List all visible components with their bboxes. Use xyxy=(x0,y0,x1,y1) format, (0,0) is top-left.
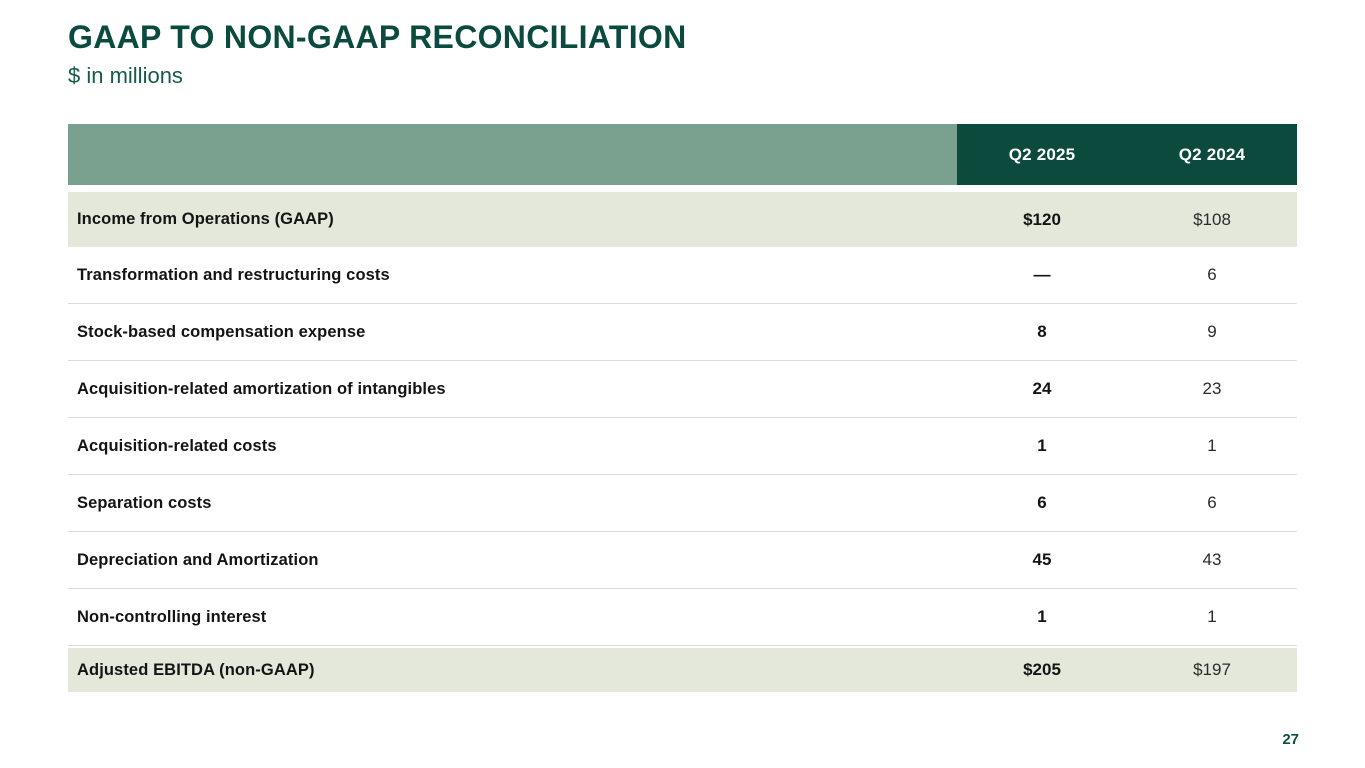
table-row-acquisition-amortization: Acquisition-related amortization of inta… xyxy=(68,361,1297,418)
row-label: Transformation and restructuring costs xyxy=(77,265,390,284)
table-row-depreciation-amortization: Depreciation and Amortization 45 43 xyxy=(68,532,1297,589)
value-q2-2024: $108 xyxy=(1193,209,1231,229)
table-header: Q2 2025 Q2 2024 xyxy=(68,124,1297,185)
page-number: 27 xyxy=(1282,731,1299,748)
page-title: GAAP TO NON-GAAP RECONCILIATION xyxy=(68,19,687,55)
header-spacer xyxy=(68,124,957,185)
value-q2-2025: 24 xyxy=(1032,379,1052,398)
table-row-adjusted-ebitda: Adjusted EBITDA (non-GAAP) $205 $197 xyxy=(68,648,1297,692)
column-header-q2-2024: Q2 2024 xyxy=(1127,124,1297,185)
value-q2-2024: 23 xyxy=(1202,379,1222,398)
column-header-q2-2025: Q2 2025 xyxy=(957,124,1127,185)
value-q2-2025: 8 xyxy=(1037,322,1047,341)
row-label: Depreciation and Amortization xyxy=(77,550,319,569)
value-q2-2025: 45 xyxy=(1032,550,1052,569)
value-q2-2025: $205 xyxy=(1023,660,1061,679)
value-q2-2025: — xyxy=(1033,265,1051,284)
table-row-non-controlling-interest: Non-controlling interest 1 1 xyxy=(68,589,1297,646)
value-q2-2025: 1 xyxy=(1037,607,1047,626)
table-row-income-from-operations: Income from Operations (GAAP) $120 $108 xyxy=(68,192,1297,247)
table-row-stock-based-compensation: Stock-based compensation expense 8 9 xyxy=(68,304,1297,361)
table-row-transformation-restructuring: Transformation and restructuring costs —… xyxy=(68,247,1297,304)
page-subtitle: $ in millions xyxy=(68,63,183,88)
value-q2-2025: $120 xyxy=(1023,209,1061,229)
value-q2-2024: 9 xyxy=(1207,322,1217,341)
value-q2-2024: 1 xyxy=(1207,436,1217,455)
row-label: Adjusted EBITDA (non-GAAP) xyxy=(77,660,315,679)
row-label: Acquisition-related costs xyxy=(77,436,277,455)
table-row-separation-costs: Separation costs 6 6 xyxy=(68,475,1297,532)
row-label: Income from Operations (GAAP) xyxy=(77,210,334,228)
value-q2-2024: 6 xyxy=(1207,493,1217,512)
row-label: Stock-based compensation expense xyxy=(77,322,366,341)
value-q2-2024: 1 xyxy=(1207,607,1217,626)
row-label: Separation costs xyxy=(77,493,212,512)
value-q2-2024: $197 xyxy=(1193,660,1231,679)
row-label: Non-controlling interest xyxy=(77,607,267,626)
value-q2-2025: 6 xyxy=(1037,493,1047,512)
reconciliation-table: Q2 2025 Q2 2024 Income from Operations (… xyxy=(68,124,1297,692)
value-q2-2024: 6 xyxy=(1207,265,1217,284)
header-gap xyxy=(68,185,1297,192)
row-label: Acquisition-related amortization of inta… xyxy=(77,379,446,398)
table-row-acquisition-costs: Acquisition-related costs 1 1 xyxy=(68,418,1297,475)
value-q2-2025: 1 xyxy=(1037,436,1047,455)
value-q2-2024: 43 xyxy=(1202,550,1222,569)
